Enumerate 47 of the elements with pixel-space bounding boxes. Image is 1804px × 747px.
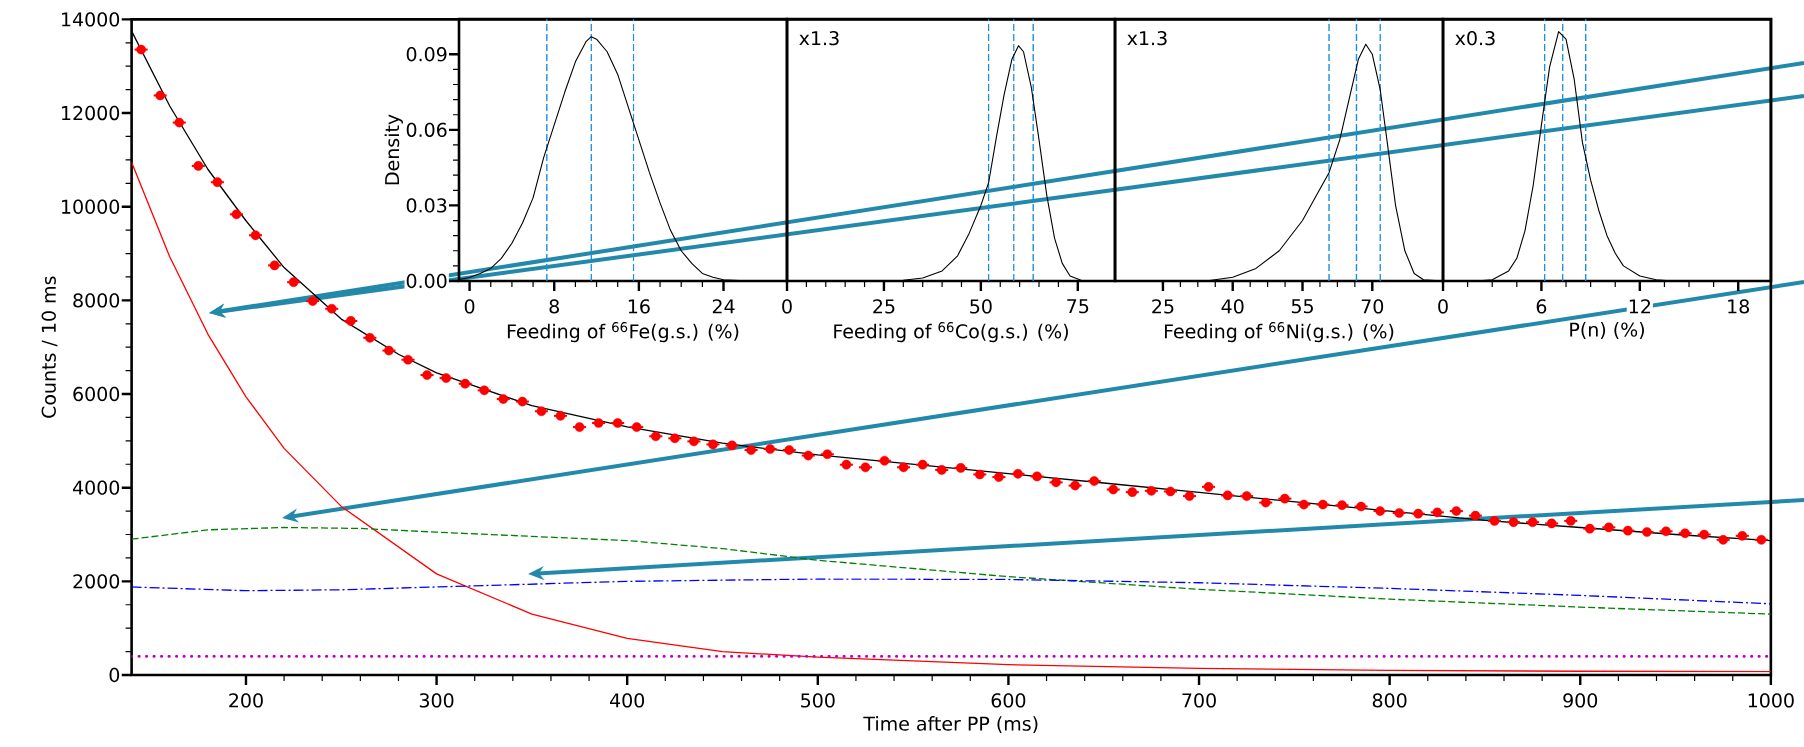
x-tick-label: 40 xyxy=(1221,299,1244,314)
x-tick-label: 800 xyxy=(1372,693,1407,708)
annotation: x0.3 xyxy=(1455,30,1495,46)
x-tick-label: 12 xyxy=(1629,299,1650,314)
x-tick-label: 75 xyxy=(1067,299,1089,314)
x-tick-label: 70 xyxy=(1361,299,1384,314)
x-tick-label: 500 xyxy=(801,693,835,708)
x-tick-label: 6 xyxy=(1536,299,1547,314)
annotation: x1.3 xyxy=(799,30,839,46)
x-tick-label: 8 xyxy=(549,299,559,314)
y-tick-label: 12000 xyxy=(62,105,120,121)
y-axis-title: Density xyxy=(384,114,403,185)
annotation: x1.3 xyxy=(1127,30,1167,46)
x-tick-label: 0 xyxy=(1438,299,1448,314)
x-axis-title: Feeding of $^{66}$Co(g.s.) (%) xyxy=(834,322,1068,343)
x-tick-label: 300 xyxy=(419,693,454,708)
x-axis-title: P(n) (%) xyxy=(1570,322,1644,340)
x-tick-label: 24 xyxy=(712,299,735,314)
x-tick-label: 0 xyxy=(782,299,792,314)
x-axis-title: Feeding of $^{66}$Ni(g.s.) (%) xyxy=(1164,322,1394,343)
x-tick-label: 25 xyxy=(1152,299,1174,314)
x-axis-title: Time after PP (ms) xyxy=(863,716,1038,734)
x-axis-title: Feeding of $^{66}$Fe(g.s.) (%) xyxy=(507,322,739,343)
y-tick-label: 0.00 xyxy=(406,273,447,289)
y-tick-label: 14000 xyxy=(62,12,120,27)
x-tick-label: 0 xyxy=(464,299,475,314)
x-tick-label: 18 xyxy=(1728,299,1750,314)
x-tick-label: 25 xyxy=(873,299,895,314)
y-tick-label: 4000 xyxy=(72,480,120,495)
y-axis-title: Counts / 10 ms xyxy=(41,276,58,418)
y-tick-label: 8000 xyxy=(73,293,120,308)
y-tick-label: 10000 xyxy=(62,199,120,214)
x-tick-label: 400 xyxy=(609,693,645,708)
x-tick-label: 900 xyxy=(1563,693,1598,708)
x-tick-label: 16 xyxy=(628,299,650,314)
y-tick-label: 0.03 xyxy=(406,198,447,213)
y-tick-label: 0.09 xyxy=(406,47,447,62)
x-tick-label: 55 xyxy=(1291,299,1313,314)
y-tick-label: 2000 xyxy=(73,574,120,589)
y-tick-label: 0.06 xyxy=(406,122,447,138)
x-tick-label: 600 xyxy=(991,693,1026,708)
y-tick-label: 6000 xyxy=(73,386,120,402)
x-tick-label: 200 xyxy=(229,693,263,708)
x-tick-label: 50 xyxy=(970,299,992,314)
y-tick-label: 0 xyxy=(109,667,120,683)
x-tick-label: 700 xyxy=(1182,693,1216,708)
x-tick-label: 1000 xyxy=(1748,693,1794,708)
